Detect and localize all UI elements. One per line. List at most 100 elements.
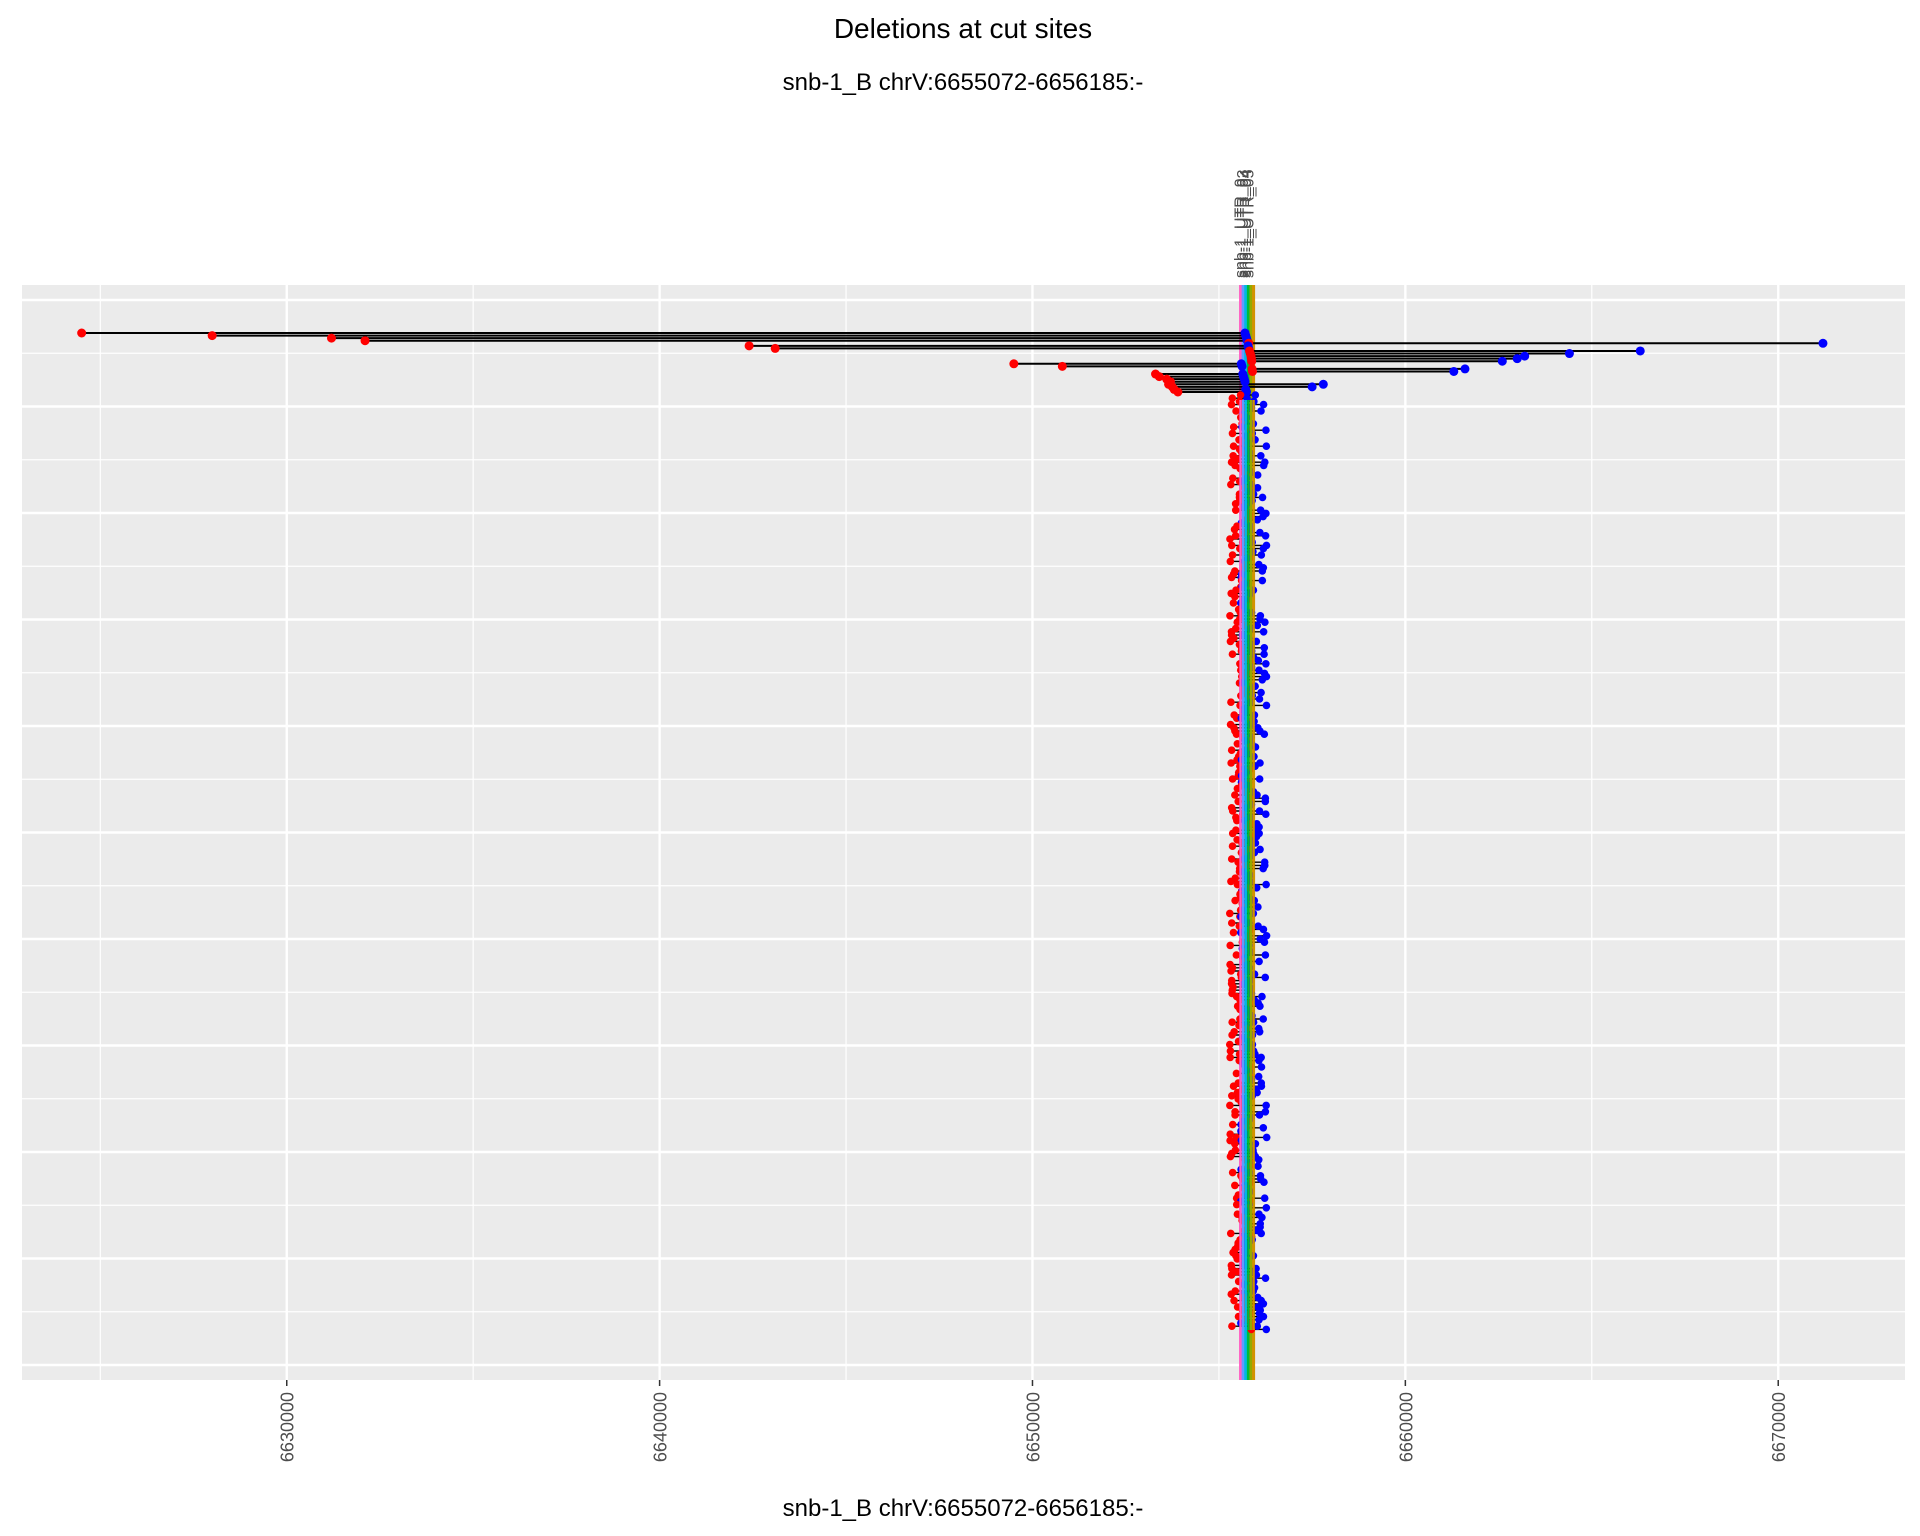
deletion-start-point [1154,372,1164,382]
deletion-end-point [1261,1274,1270,1282]
deletion-end-point [1460,364,1470,374]
deletion-end-point [1255,695,1264,703]
deletion-end-point [1256,845,1264,854]
deletion-start-point [1233,784,1242,793]
deletion-start-point [1230,1140,1239,1148]
chart-subtitle: snb-1_B chrV:6655072-6656185:- [783,69,1144,96]
deletion-start-point [1247,366,1257,376]
deletion-end-point [1255,1028,1264,1036]
deletion-end-point [1253,791,1261,799]
deletion-start-point [1232,1200,1241,1209]
deletion-start-point [1227,855,1236,863]
deletion-start-point [1227,967,1235,975]
deletion-start-point [1226,909,1234,918]
deletion-end-point [1253,471,1262,479]
deletion-start-point [1226,612,1234,620]
deletion-end-point [1255,1056,1263,1065]
grid-lines [22,285,1905,1380]
deletion-end-point [1512,354,1522,364]
deletion-start-point [1226,1229,1235,1238]
deletion-end-point [1564,349,1574,359]
deletion-end-point [1307,382,1317,392]
deletion-start-point [1227,541,1236,550]
deletion-start-point [1226,1047,1235,1055]
deletion-end-point [1261,810,1270,818]
deletion-start-point [1227,1271,1236,1279]
deletion-end-point [1259,461,1268,470]
deletion-end-point [1259,400,1268,409]
deletion-start-point [1226,557,1235,566]
deletion-end-point [1259,925,1268,934]
deletion-end-point [1261,951,1270,959]
deletion-end-point [1257,688,1265,697]
deletion-end-point [1259,628,1268,636]
deletion-start-point [744,341,754,351]
deletion-end-point [1254,1162,1262,1170]
deletion-start-point [1227,480,1235,489]
deletion-start-point [1057,361,1067,371]
deletion-start-point [1228,1120,1237,1129]
deletion-start-point [1226,941,1235,950]
x-tick-label: 6670000 [1769,1392,1789,1462]
deletion-start-point [1227,400,1236,409]
deletion-end-point [1257,551,1266,559]
deletion-start-point [1238,448,1246,457]
deletion-end-point [1262,442,1271,451]
deletion-start-point [1228,1018,1236,1026]
deletion-end-point [1262,701,1271,710]
deletion-start-point [326,333,336,343]
deletion-end-point [1259,1015,1268,1023]
x-tick-label: 6650000 [1023,1392,1043,1462]
deletion-start-point [770,343,780,353]
deletion-end-point [1257,452,1265,460]
deletion-end-point [1240,377,1250,387]
deletion-start-point [1173,387,1183,397]
deletion-end-point [1255,1316,1263,1324]
deletion-end-point [1259,544,1268,553]
deletion-end-point [1259,1300,1268,1308]
deletion-start-point [1226,637,1235,646]
deletion-start-point [1233,1088,1242,1097]
deletion-end-point [1258,676,1267,684]
deletion-start-point [1226,1152,1235,1161]
deletion-end-point [1256,1002,1264,1010]
deletion-start-point [1229,928,1238,937]
deletion-end-point [1258,567,1267,575]
deletion-end-point [1251,391,1260,399]
deletion-start-point [1226,1130,1234,1138]
deletion-end-point [1260,644,1269,652]
deletion-end-point [1257,1063,1266,1071]
deletion-start-point [1232,1069,1241,1078]
deletion-end-point [1449,366,1459,376]
deletion-start-point [1230,525,1239,534]
deletion-end-point [1262,426,1270,435]
deletion-end-point [1260,938,1269,946]
deletion-start-point [1233,880,1242,889]
deletion-end-point [1259,512,1267,521]
cut-site-label: snb-1_UTR_9 [1233,178,1250,278]
deletion-start-point [1229,599,1238,607]
deletion-end-point [1255,957,1263,966]
deletion-start-point [1233,1268,1241,1276]
deletion-start-point [1232,407,1240,415]
deletion-start-point [1228,1031,1236,1039]
deletion-end-point [1497,356,1507,366]
deletion-end-point [1255,807,1264,815]
deletion-start-point [1231,1111,1239,1119]
deletion-end-point [1261,1108,1270,1116]
deletion-end-point [1635,346,1645,356]
cut-site-label: snb-1_UTR_03 [1235,169,1252,278]
deletion-start-point [1228,829,1237,838]
deletion-end-point [1258,1213,1266,1222]
deletion-end-point [1260,730,1269,738]
chart-title: Deletions at cut sites [834,13,1092,44]
deletion-start-point [1009,359,1019,369]
deletion-end-point [1262,932,1271,940]
deletion-end-point [1253,484,1262,492]
deletion-start-point [1229,423,1238,431]
deletion-end-point [1258,493,1267,502]
deletion-start-point [1227,1290,1236,1298]
deletion-end-point [1253,621,1262,630]
deletion-end-point [1260,1178,1268,1186]
